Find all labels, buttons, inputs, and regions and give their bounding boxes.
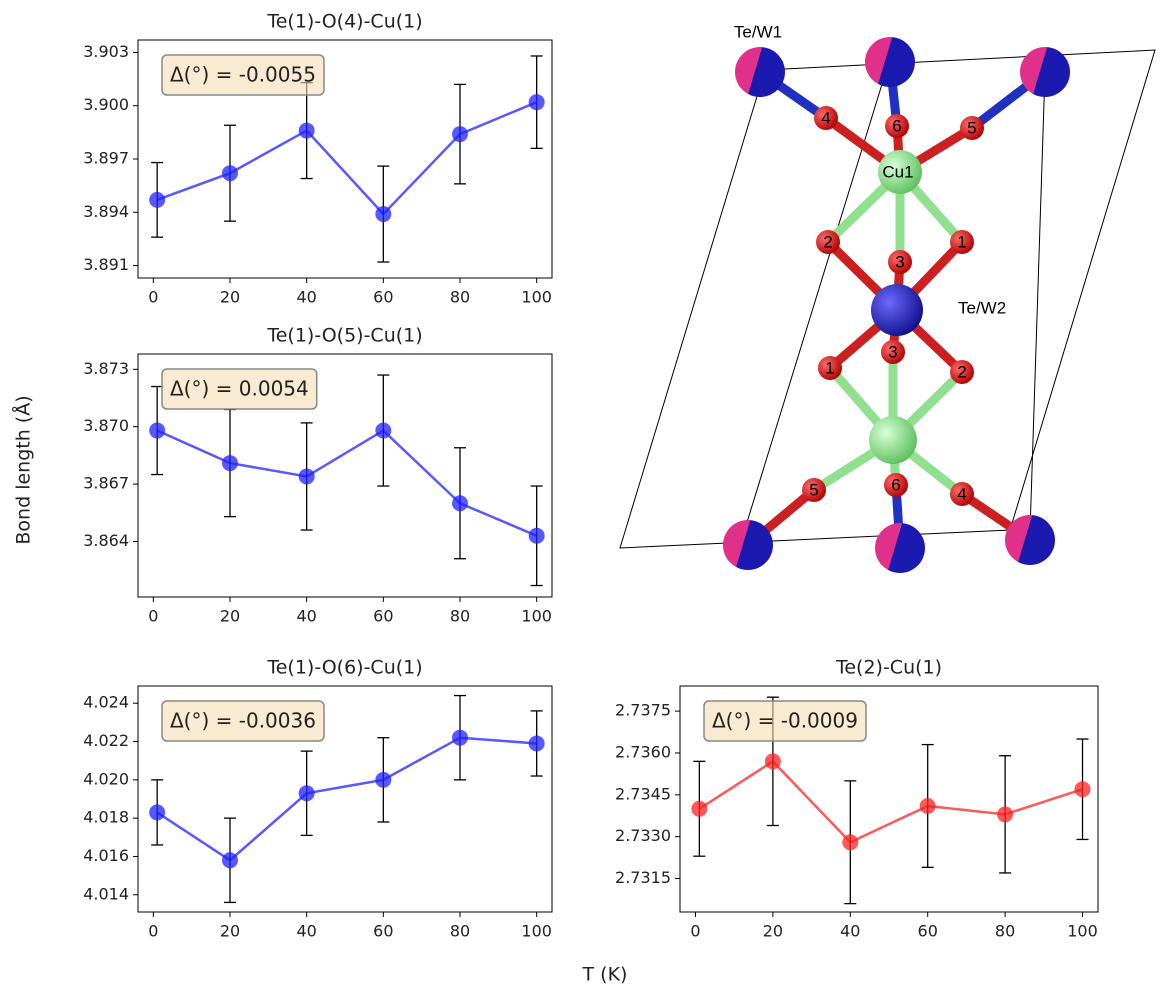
atom-label: 1	[957, 232, 966, 251]
x-tick-label: 80	[450, 607, 470, 626]
atom-label: 1	[825, 358, 834, 377]
y-tick-label: 2.7345	[615, 784, 671, 803]
y-tick-label: 4.018	[83, 808, 129, 827]
x-tick-label: 60	[373, 922, 393, 941]
subplot-title: Te(2)-Cu(1)	[835, 657, 942, 679]
x-axis-label: T (K)	[582, 964, 628, 986]
x-tick-label: 0	[690, 922, 700, 941]
annotation: Δ(°) = -0.0036	[170, 709, 316, 733]
subplot: Te(2)-Cu(1) 2.7315 2.7330 2.7345 2.7360 2.737…	[615, 657, 1098, 941]
x-tick-label: 60	[373, 288, 393, 307]
data-point	[452, 495, 468, 511]
data-point	[452, 730, 468, 746]
annotation: Δ(°) = -0.0009	[712, 709, 858, 733]
y-tick-label: 3.870	[83, 416, 129, 435]
data-point	[452, 126, 468, 142]
data-point	[149, 423, 165, 439]
atom-label: 3	[888, 342, 897, 361]
x-tick-label: 20	[220, 288, 240, 307]
data-point	[222, 455, 238, 471]
y-tick-label: 4.014	[83, 884, 129, 903]
atom-label: 4	[957, 484, 966, 503]
data-point	[222, 165, 238, 181]
y-tick-label: 4.024	[83, 693, 129, 712]
y-tick-label: 2.7375	[615, 701, 671, 720]
y-tick-label: 3.864	[83, 531, 129, 550]
atom-label: 5	[809, 480, 818, 499]
data-point	[765, 753, 781, 769]
x-tick-label: 0	[148, 288, 158, 307]
atom-label: 6	[892, 116, 901, 135]
x-tick-label: 80	[450, 922, 470, 941]
x-tick-label: 20	[763, 922, 783, 941]
atom-label: Cu1	[882, 162, 913, 181]
x-tick-label: 20	[220, 922, 240, 941]
data-point	[997, 806, 1013, 822]
y-tick-label: 3.894	[83, 202, 129, 221]
crystal-structure: Te/W1 Cu1 Te/W2 4 6 5 2 1 3 3 1 2 5 6 4	[620, 22, 1155, 573]
x-tick-label: 80	[450, 288, 470, 307]
data-point	[1075, 781, 1091, 797]
subplot-title: Te(1)-O(6)-Cu(1)	[266, 657, 422, 679]
y-tick-label: 3.867	[83, 474, 129, 493]
data-point	[529, 94, 545, 110]
atom-label: 6	[891, 475, 900, 494]
y-tick-label: 3.891	[83, 255, 129, 274]
y-tick-label: 2.7360	[615, 742, 671, 761]
y-tick-label: 3.900	[83, 95, 129, 114]
data-point	[222, 852, 238, 868]
figure: Te/W1 Cu1 Te/W2 4 6 5 2 1 3 3 1 2 5 6 4 Bond length (Å…	[0, 0, 1168, 992]
data-point	[375, 772, 391, 788]
y-tick-label: 4.022	[83, 731, 129, 750]
x-tick-label: 60	[373, 607, 393, 626]
atom-label: Te/W1	[734, 22, 782, 41]
y-tick-label: 3.903	[83, 42, 129, 61]
atom-label: 3	[895, 252, 904, 271]
atom-label: Te/W2	[958, 298, 1006, 317]
x-tick-label: 0	[148, 922, 158, 941]
y-tick-label: 4.020	[83, 769, 129, 788]
annotation: Δ(°) = 0.0054	[170, 377, 309, 401]
x-tick-label: 100	[521, 288, 552, 307]
data-point	[299, 785, 315, 801]
subplot: Te(1)-O(5)-Cu(1) 3.864 3.867 3.870 3.873 0 20 4…	[83, 325, 552, 626]
subplot: Te(1)-O(6)-Cu(1) 4.014 4.016 4.018 4.020 4.02…	[83, 657, 552, 941]
subplot-title: Te(1)-O(5)-Cu(1)	[266, 325, 422, 347]
x-tick-label: 80	[995, 922, 1015, 941]
data-point	[375, 206, 391, 222]
data-point	[529, 528, 545, 544]
y-tick-label: 3.897	[83, 149, 129, 168]
data-point	[299, 468, 315, 484]
subplot: Te(1)-O(4)-Cu(1) 3.891 3.894 3.897 3.900 3.90…	[83, 11, 552, 307]
data-point	[149, 192, 165, 208]
x-tick-label: 100	[1067, 922, 1098, 941]
x-tick-label: 40	[296, 922, 316, 941]
y-tick-label: 4.016	[83, 846, 129, 865]
x-tick-label: 0	[148, 607, 158, 626]
y-tick-label: 2.7315	[615, 868, 671, 887]
data-point	[529, 735, 545, 751]
x-tick-label: 20	[220, 607, 240, 626]
y-tick-label: 2.7330	[615, 826, 671, 845]
atom-label: 5	[967, 118, 976, 137]
data-point	[149, 804, 165, 820]
atom-label: 2	[957, 362, 966, 381]
x-tick-label: 60	[918, 922, 938, 941]
subplot-title: Te(1)-O(4)-Cu(1)	[266, 11, 422, 33]
data-point	[299, 123, 315, 139]
atom-label: 4	[821, 108, 830, 127]
atom-label: 2	[823, 232, 832, 251]
x-tick-label: 40	[296, 607, 316, 626]
x-tick-label: 100	[521, 922, 552, 941]
y-axis-label: Bond length (Å)	[12, 395, 35, 544]
x-tick-label: 100	[521, 607, 552, 626]
x-tick-label: 40	[840, 922, 860, 941]
data-point	[691, 801, 707, 817]
y-tick-label: 3.873	[83, 359, 129, 378]
x-tick-label: 40	[296, 288, 316, 307]
data-point	[842, 834, 858, 850]
data-point	[920, 798, 936, 814]
data-point	[375, 423, 391, 439]
annotation: Δ(°) = -0.0055	[170, 63, 316, 87]
